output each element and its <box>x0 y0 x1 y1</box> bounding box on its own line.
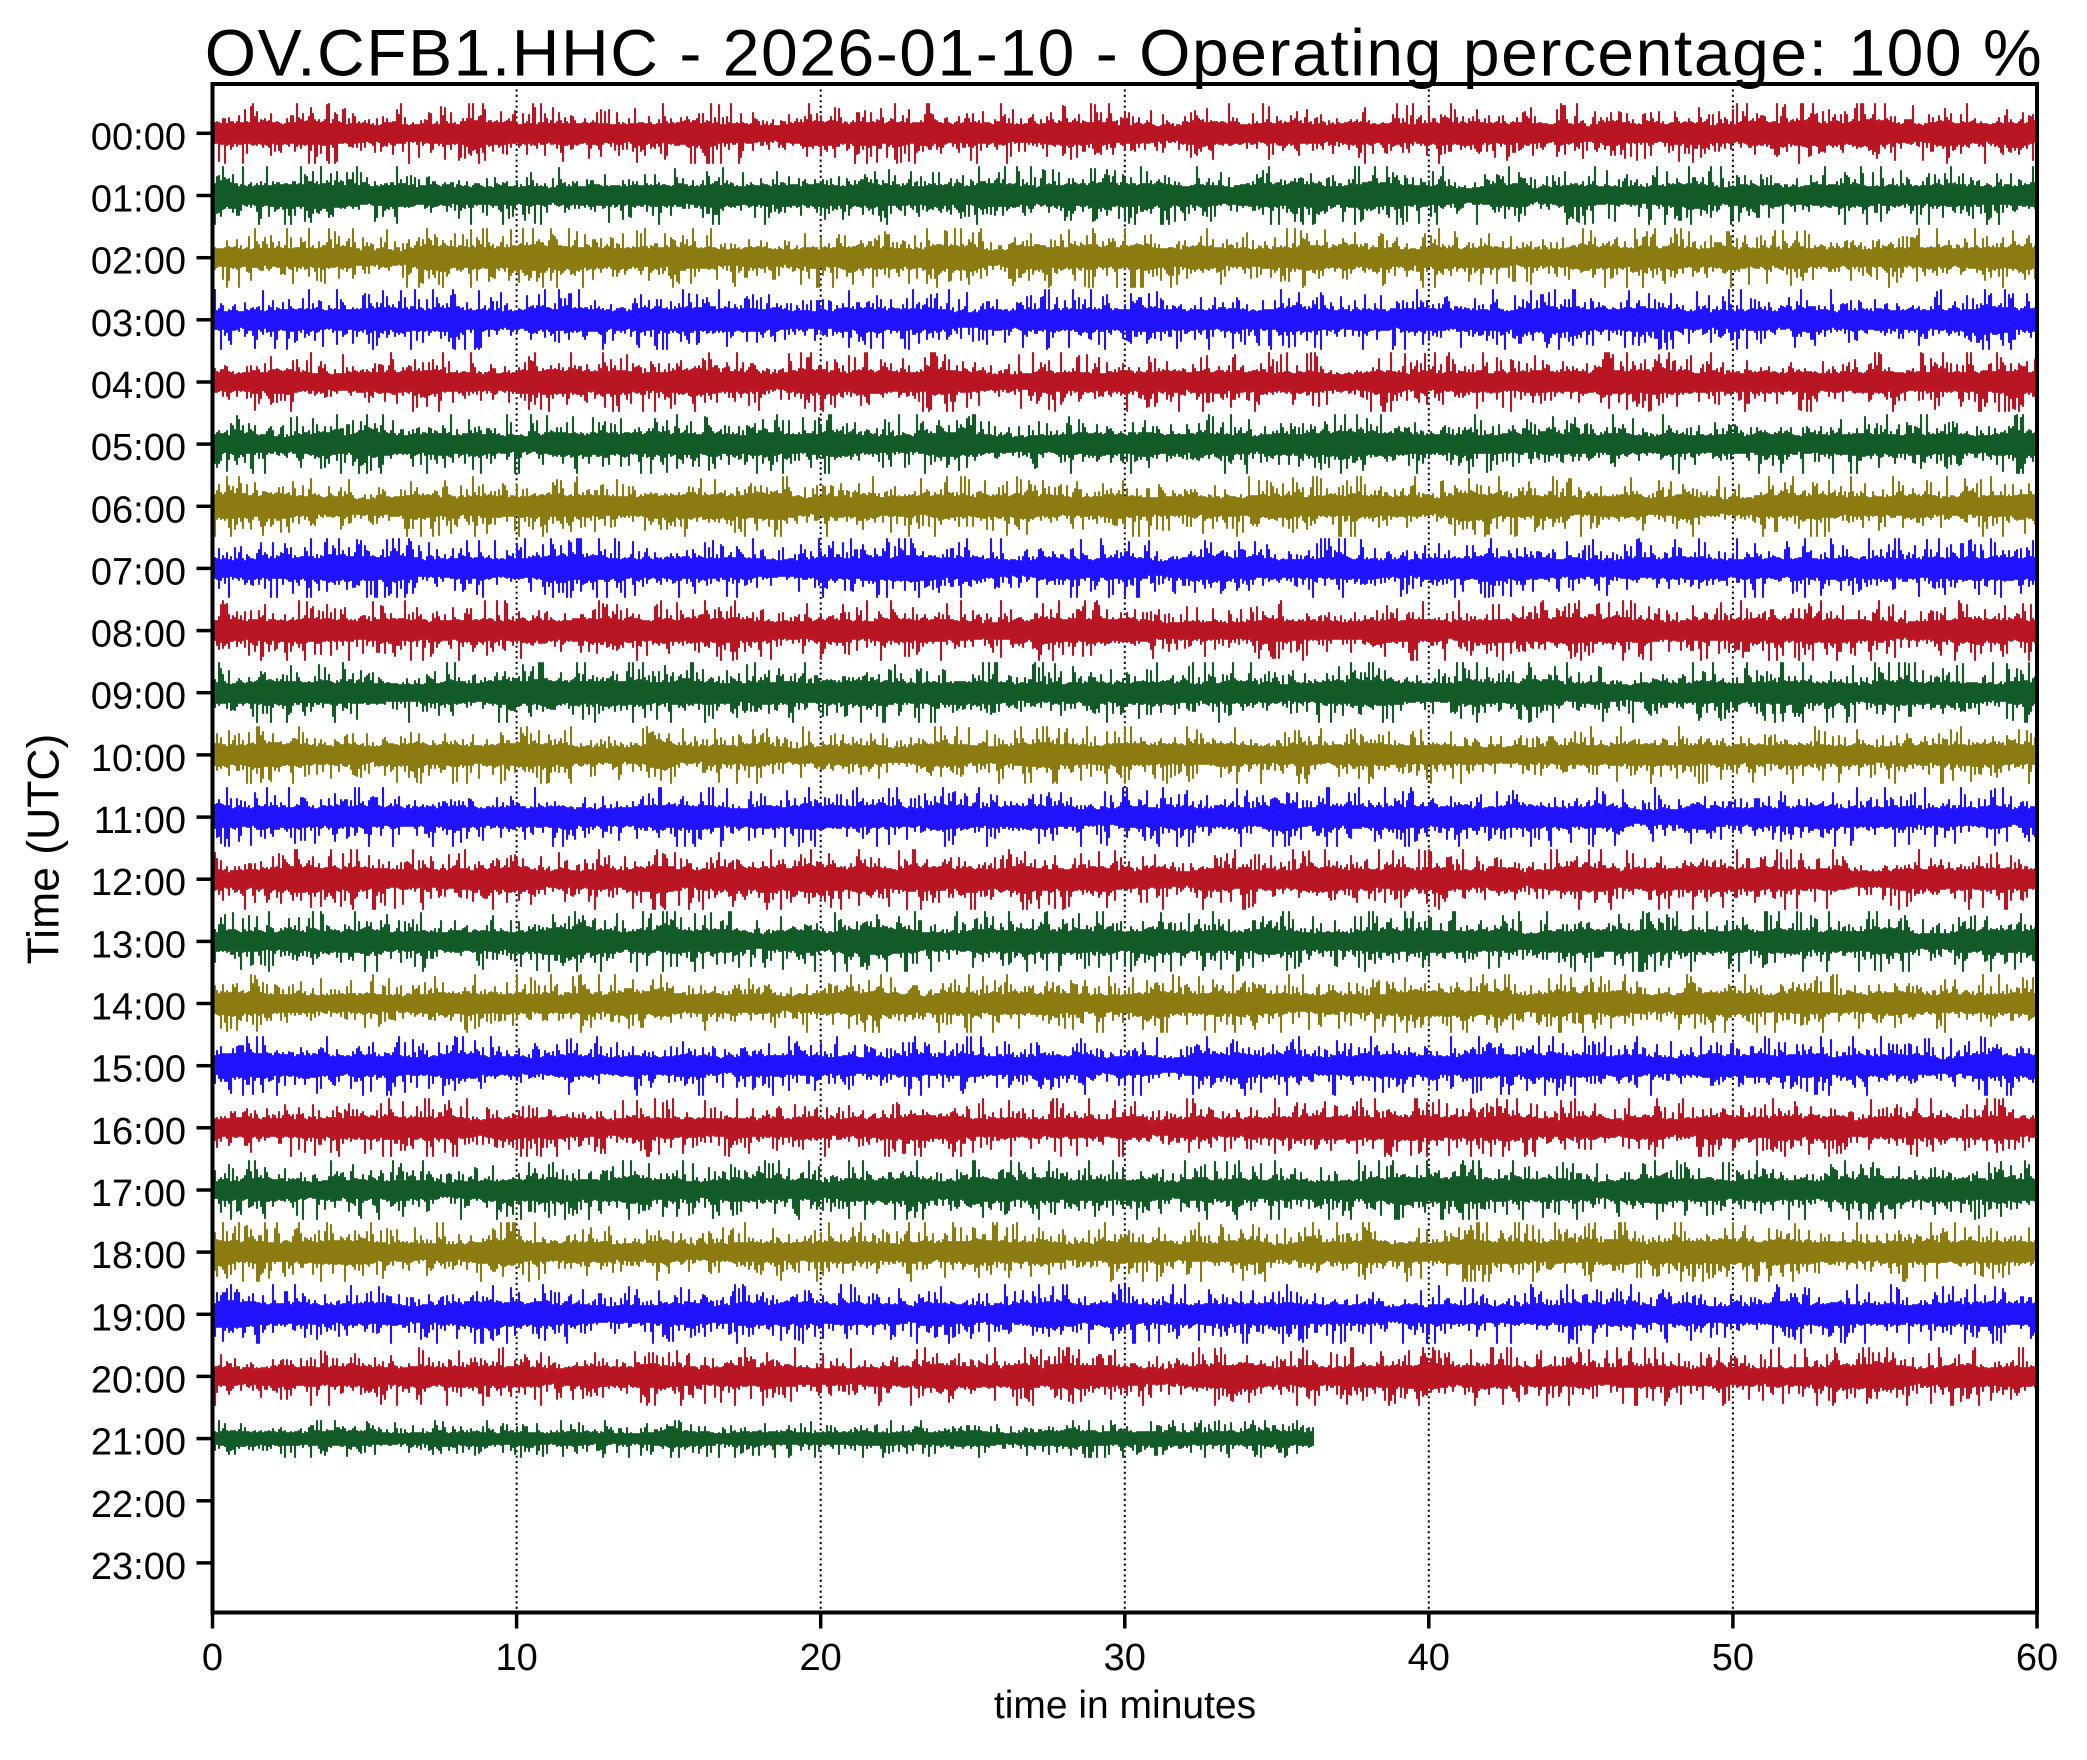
svg-text:22:00: 22:00 <box>91 1484 186 1526</box>
svg-text:23:00: 23:00 <box>91 1546 186 1588</box>
svg-text:10: 10 <box>495 1637 537 1679</box>
svg-text:30: 30 <box>1104 1637 1146 1679</box>
svg-text:0: 0 <box>202 1637 223 1679</box>
svg-text:19:00: 19:00 <box>91 1297 186 1339</box>
svg-text:13:00: 13:00 <box>91 924 186 966</box>
svg-text:50: 50 <box>1712 1637 1754 1679</box>
svg-text:40: 40 <box>1408 1637 1450 1679</box>
svg-text:04:00: 04:00 <box>91 365 186 407</box>
svg-text:09:00: 09:00 <box>91 676 186 718</box>
svg-text:12:00: 12:00 <box>91 862 186 904</box>
svg-text:11:00: 11:00 <box>94 800 186 842</box>
svg-text:18:00: 18:00 <box>91 1235 186 1277</box>
svg-text:02:00: 02:00 <box>91 241 186 283</box>
svg-text:05:00: 05:00 <box>91 427 186 469</box>
svg-text:20:00: 20:00 <box>91 1359 186 1401</box>
svg-text:03:00: 03:00 <box>91 303 186 345</box>
svg-text:21:00: 21:00 <box>91 1422 186 1464</box>
svg-text:60: 60 <box>2016 1637 2058 1679</box>
svg-text:06:00: 06:00 <box>91 489 186 531</box>
svg-text:16:00: 16:00 <box>91 1111 186 1153</box>
svg-text:15:00: 15:00 <box>91 1049 186 1091</box>
svg-text:Time (UTC): Time (UTC) <box>20 734 69 965</box>
svg-text:14:00: 14:00 <box>91 987 186 1029</box>
svg-text:17:00: 17:00 <box>91 1173 186 1215</box>
svg-text:08:00: 08:00 <box>91 614 186 656</box>
svg-text:07:00: 07:00 <box>91 551 186 593</box>
svg-text:10:00: 10:00 <box>91 738 186 780</box>
svg-text:01:00: 01:00 <box>91 179 186 221</box>
svg-text:20: 20 <box>800 1637 842 1679</box>
svg-text:OV.CFB1.HHC - 2026-01-10 - Ope: OV.CFB1.HHC - 2026-01-10 - Operating per… <box>205 16 2044 90</box>
svg-text:time in minutes: time in minutes <box>994 1684 1256 1727</box>
svg-text:00:00: 00:00 <box>91 116 186 158</box>
